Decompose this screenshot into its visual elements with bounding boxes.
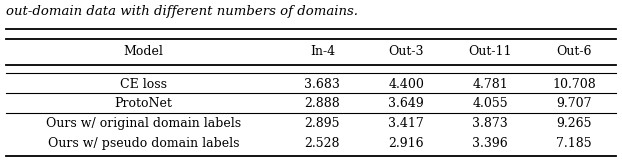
Text: Out-6: Out-6 [556, 45, 592, 58]
Text: out-domain data with different numbers of domains.: out-domain data with different numbers o… [6, 5, 358, 18]
Text: 2.916: 2.916 [388, 137, 424, 150]
Text: Out-11: Out-11 [468, 45, 512, 58]
Text: 4.781: 4.781 [472, 77, 508, 91]
Text: 9.707: 9.707 [556, 97, 592, 110]
Text: 2.895: 2.895 [305, 117, 340, 130]
Text: 3.683: 3.683 [305, 77, 340, 91]
Text: CE loss: CE loss [120, 77, 167, 91]
Text: 4.055: 4.055 [472, 97, 508, 110]
Text: 9.265: 9.265 [556, 117, 592, 130]
Text: Out-3: Out-3 [389, 45, 424, 58]
Text: 10.708: 10.708 [552, 77, 596, 91]
Text: 4.400: 4.400 [388, 77, 424, 91]
Text: 3.396: 3.396 [472, 137, 508, 150]
Text: Ours w/ pseudo domain labels: Ours w/ pseudo domain labels [48, 137, 239, 150]
Text: Ours w/ original domain labels: Ours w/ original domain labels [46, 117, 241, 130]
Text: Model: Model [123, 45, 164, 58]
Text: 3.649: 3.649 [388, 97, 424, 110]
Text: 7.185: 7.185 [556, 137, 592, 150]
Text: 3.873: 3.873 [472, 117, 508, 130]
Text: 2.888: 2.888 [305, 97, 340, 110]
Text: 2.528: 2.528 [305, 137, 340, 150]
Text: In-4: In-4 [310, 45, 335, 58]
Text: ProtoNet: ProtoNet [114, 97, 172, 110]
Text: 3.417: 3.417 [388, 117, 424, 130]
